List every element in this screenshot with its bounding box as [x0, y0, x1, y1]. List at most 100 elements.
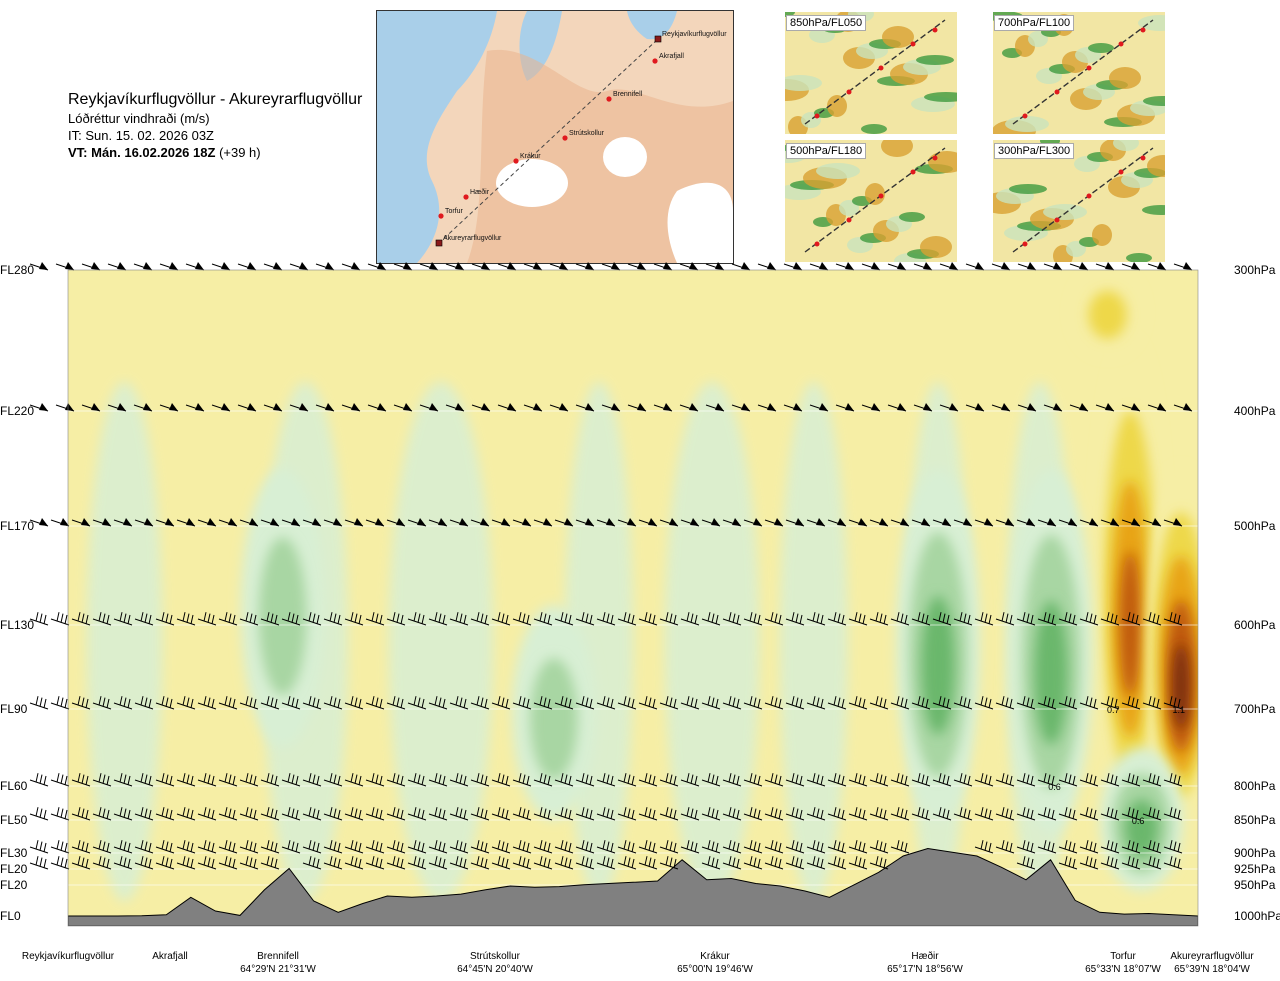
wind-barb-staff	[995, 779, 1015, 787]
wind-barb-feather	[623, 696, 627, 706]
wind-barb-pennant	[417, 518, 426, 526]
wind-barb-feather	[186, 808, 190, 818]
wind-barb-pennant	[663, 262, 672, 270]
wind-barb	[50, 840, 70, 854]
wind-barb-feather	[732, 857, 736, 867]
wind-barb-feather	[169, 842, 173, 853]
wind-barb	[449, 696, 469, 710]
wind-barb-staff	[827, 846, 847, 854]
wind-barb-feather	[959, 807, 963, 817]
wind-barb-feather	[812, 807, 816, 817]
wind-barb-feather	[711, 857, 715, 867]
wind-barb	[653, 262, 673, 271]
wind-barb-feather	[56, 612, 60, 622]
wind-barb-feather	[77, 807, 81, 817]
wind-barb	[113, 773, 133, 787]
thumbnail-500hpa[interactable]: 500hPa/FL180	[785, 140, 957, 262]
wind-barb	[512, 612, 532, 626]
wind-barb-feather	[1173, 613, 1177, 623]
wind-barb-feather	[627, 697, 631, 707]
wind-barb-staff	[386, 702, 406, 710]
wind-barb-feather	[736, 614, 740, 625]
wind-barb-feather	[627, 841, 631, 851]
wind-barb-pennant	[117, 403, 126, 411]
wind-barb-pennant	[65, 262, 74, 270]
wind-barb-pennant	[312, 518, 321, 526]
wind-barb	[470, 518, 490, 527]
wind-barb	[71, 807, 91, 821]
wind-barb-feather	[354, 613, 358, 623]
plot-frame	[67, 269, 1199, 927]
wind-barb-feather	[879, 808, 883, 818]
wind-barb-feather	[1089, 857, 1093, 867]
wind-barb-staff	[932, 702, 952, 710]
wind-barb	[1016, 696, 1036, 710]
thumbnail-label: 700hPa/FL100	[994, 15, 1075, 31]
wind-barb-feather	[526, 614, 530, 625]
wind-barb-feather	[841, 698, 845, 709]
wind-barb-feather	[778, 775, 782, 786]
waypoint-marker	[606, 96, 612, 102]
station-name-label: Krákur	[700, 951, 730, 962]
wind-barb-staff	[974, 846, 994, 854]
wind-barb-staff	[134, 813, 154, 821]
wind-barb-staff	[785, 846, 805, 854]
wind-barb	[953, 612, 973, 626]
thumbnail-contour	[1113, 140, 1139, 151]
wind-barb-staff	[302, 813, 322, 821]
thumbnail-contour	[1126, 253, 1152, 262]
wind-barb-staff	[869, 702, 889, 710]
wind-barb	[806, 612, 826, 626]
wind-barb-feather	[988, 842, 992, 853]
wind-barb-feather	[337, 809, 341, 820]
wind-barb-feather	[749, 773, 753, 783]
wind-barb-pennant	[207, 518, 216, 526]
thumbnail-waypoint	[846, 89, 852, 95]
wind-barb-feather	[165, 697, 169, 707]
wind-barb	[554, 856, 574, 870]
wind-barb	[491, 856, 511, 870]
wind-barb-feather	[883, 698, 887, 709]
wind-barb-feather	[1169, 612, 1173, 622]
wind-barb-feather	[925, 809, 929, 820]
wind-barb-staff	[176, 813, 196, 821]
wind-barb-staff	[953, 618, 973, 626]
wind-barb	[701, 856, 721, 870]
wind-barb-staff	[764, 813, 784, 821]
wind-barb	[218, 612, 238, 626]
wind-barb-pennant	[637, 403, 646, 411]
wind-barb-feather	[329, 696, 333, 706]
thumbnail-700hpa[interactable]: 700hPa/FL100	[993, 12, 1165, 134]
wind-barb-pennant	[1027, 262, 1036, 270]
wind-barb-feather	[690, 841, 694, 851]
wind-barb-staff	[1121, 779, 1141, 787]
wind-barb-staff	[554, 779, 574, 787]
wind-barb-feather	[291, 808, 295, 818]
wind-barb	[1016, 840, 1036, 854]
wind-barb-staff	[1058, 618, 1078, 626]
wind-barb-feather	[581, 773, 585, 783]
wind-barb	[491, 696, 511, 710]
wind-barb-feather	[732, 808, 736, 818]
wind-barb-feather	[602, 856, 606, 866]
wind-barb-feather	[123, 808, 127, 818]
thumbnail-300hpa[interactable]: 300hPa/FL300	[993, 140, 1165, 262]
wind-barb-staff	[92, 779, 112, 787]
wind-barb-feather	[1068, 841, 1072, 851]
wind-barb	[470, 856, 490, 870]
wind-barb-feather	[127, 842, 131, 853]
wind-barb-feather	[1131, 774, 1135, 784]
wind-barb-feather	[207, 774, 211, 784]
wind-barb-feather	[375, 613, 379, 623]
wind-barb	[575, 773, 595, 787]
wind-barb-feather	[1043, 773, 1047, 783]
wind-barb-feather	[791, 807, 795, 817]
thumbnail-850hpa[interactable]: 850hPa/FL050	[785, 12, 957, 134]
wind-barb	[1043, 262, 1063, 271]
value-annotation: 1.1	[1173, 705, 1186, 715]
wind-barb-feather	[1085, 696, 1089, 706]
station-name-label: Strútskollur	[470, 951, 521, 962]
wind-barb	[260, 612, 280, 626]
wind-barb-feather	[610, 614, 614, 625]
wind-barb-feather	[1051, 614, 1055, 625]
